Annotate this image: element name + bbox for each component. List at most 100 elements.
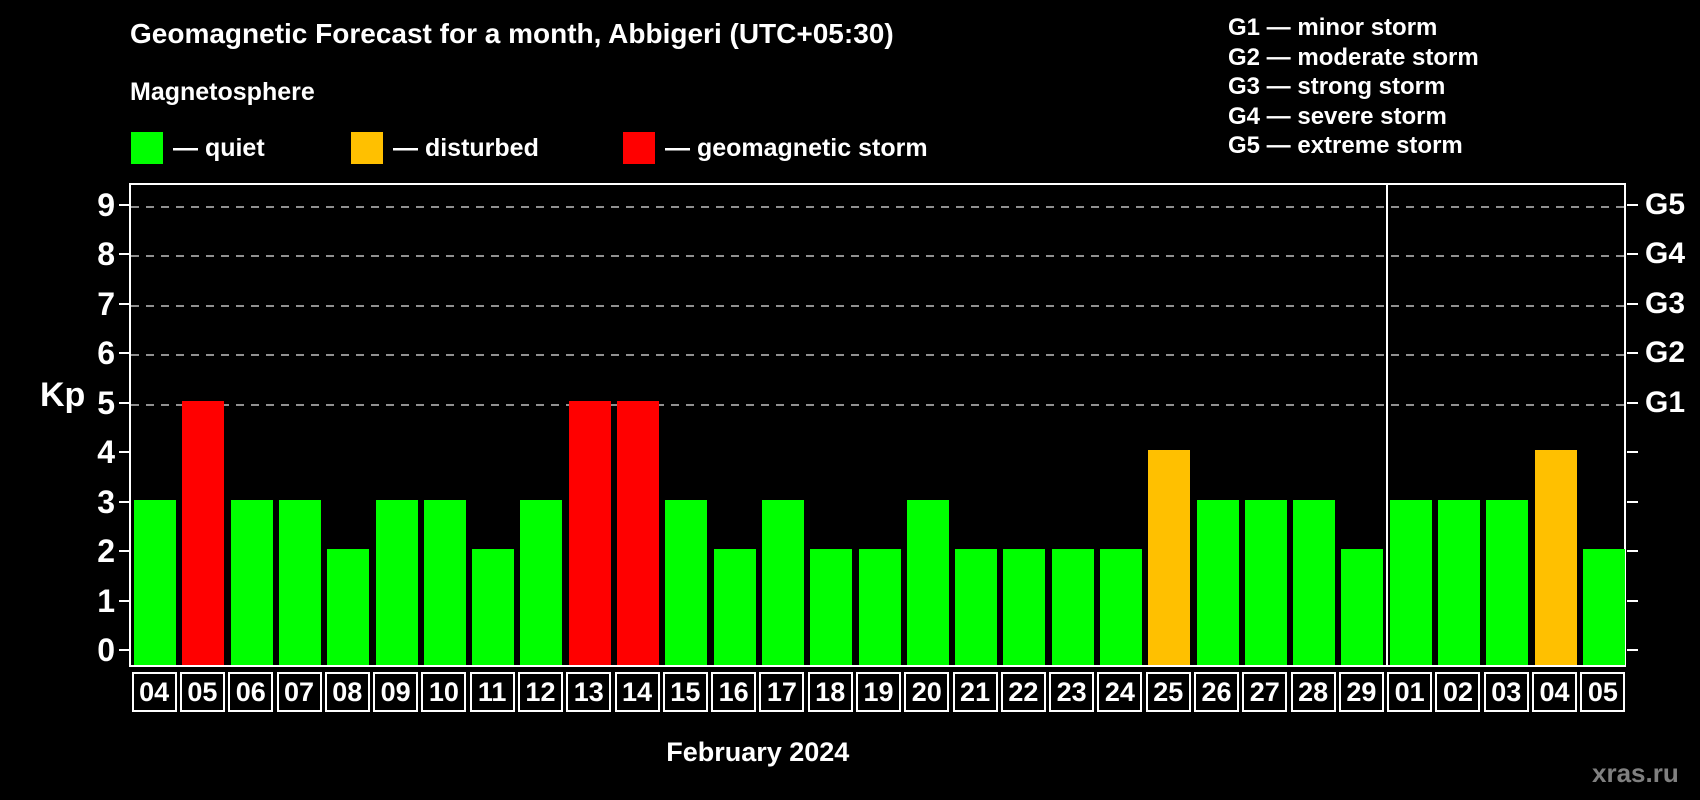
storm-scale-line-1: G1 — minor storm bbox=[1228, 14, 1438, 41]
kp-bar bbox=[134, 499, 177, 665]
disturbed-swatch-icon bbox=[351, 132, 383, 164]
right-axis-tick bbox=[1627, 253, 1638, 255]
x-tick-label: 19 bbox=[856, 672, 901, 712]
y-axis-label: Kp bbox=[40, 376, 86, 414]
right-axis-tick bbox=[1627, 649, 1638, 651]
kp-bar bbox=[1099, 549, 1142, 665]
legend-item-disturbed: — disturbed bbox=[351, 130, 539, 166]
x-tick-label: 06 bbox=[228, 672, 274, 712]
y-tick-label: 8 bbox=[97, 236, 115, 272]
y-axis-tick bbox=[119, 451, 130, 453]
y-tick-label: 6 bbox=[97, 335, 115, 371]
right-axis-tick bbox=[1627, 401, 1638, 404]
gridline-kp9 bbox=[131, 205, 1624, 208]
chart-title: Geomagnetic Forecast for a month, Abbige… bbox=[130, 18, 894, 49]
x-tick-label: 22 bbox=[1000, 672, 1046, 712]
g-scale-label-g4: G4 bbox=[1645, 237, 1686, 270]
storm-scale-legend: G1 — minor storm G2 — moderate storm G3 — … bbox=[1228, 13, 1479, 161]
right-axis-tick bbox=[1627, 500, 1638, 503]
x-tick-label: 12 bbox=[517, 672, 563, 712]
kp-bar bbox=[1582, 549, 1625, 665]
right-axis-tick bbox=[1627, 302, 1638, 305]
kp-bar bbox=[858, 549, 901, 665]
g-scale-label-g2: G2 bbox=[1645, 336, 1686, 369]
kp-bar bbox=[761, 499, 804, 665]
x-axis-month-label: February 2024 bbox=[666, 737, 850, 767]
x-tick-label: 01 bbox=[1387, 672, 1433, 712]
x-tick-label: 11 bbox=[469, 672, 515, 712]
right-axis-tick bbox=[1627, 550, 1638, 552]
x-tick-label: 29 bbox=[1338, 672, 1384, 712]
x-tick-label: 17 bbox=[759, 672, 805, 712]
quiet-swatch-icon bbox=[131, 132, 163, 164]
gridline-kp8 bbox=[131, 255, 1624, 257]
x-tick-label: 26 bbox=[1194, 672, 1240, 712]
legend-item-quiet: — quiet bbox=[131, 130, 265, 166]
right-axis-tick bbox=[1627, 352, 1638, 354]
storm-swatch-icon bbox=[623, 132, 655, 164]
kp-bar bbox=[1534, 450, 1577, 665]
y-axis-tick bbox=[119, 253, 130, 255]
right-axis-tick bbox=[1627, 599, 1638, 602]
gridline-kp7 bbox=[131, 304, 1624, 307]
kp-bar bbox=[520, 499, 563, 665]
kp-bar bbox=[955, 549, 998, 665]
storm-scale-line-3: G3 — strong storm bbox=[1228, 73, 1446, 100]
kp-bar bbox=[1341, 549, 1384, 665]
kp-bar bbox=[665, 499, 708, 665]
kp-bar bbox=[1437, 499, 1480, 665]
y-axis-tick bbox=[119, 302, 130, 305]
y-axis-tick bbox=[119, 599, 130, 602]
kp-bar bbox=[1148, 450, 1191, 665]
legend-label-disturbed: — disturbed bbox=[393, 133, 539, 162]
x-tick-label: 04 bbox=[131, 672, 177, 712]
legend-label-quiet: — quiet bbox=[173, 133, 265, 162]
y-tick-label: 4 bbox=[97, 434, 115, 470]
x-tick-label: 25 bbox=[1145, 672, 1191, 712]
x-tick-label: 05 bbox=[179, 672, 225, 712]
x-tick-label: 23 bbox=[1049, 672, 1095, 712]
y-tick-label: 9 bbox=[97, 186, 115, 223]
y-tick-label: 5 bbox=[97, 384, 115, 421]
kp-bar bbox=[423, 499, 466, 665]
y-tick-label: 2 bbox=[97, 533, 115, 569]
gridline-kp6 bbox=[131, 354, 1624, 356]
x-tick-label: 04 bbox=[1532, 672, 1578, 712]
y-axis-tick bbox=[119, 649, 130, 651]
x-tick-label: 24 bbox=[1097, 672, 1143, 712]
x-tick-label: 07 bbox=[276, 672, 322, 712]
y-tick-label: 1 bbox=[97, 582, 115, 619]
storm-scale-line-4: G4 — severe storm bbox=[1228, 102, 1447, 130]
x-tick-label: 15 bbox=[662, 672, 708, 712]
kp-bar bbox=[375, 499, 418, 665]
x-tick-label: 13 bbox=[566, 672, 612, 712]
y-tick-label: 0 bbox=[97, 632, 115, 668]
x-tick-label: 28 bbox=[1290, 672, 1336, 712]
storm-scale-line-2: G2 — moderate storm bbox=[1228, 43, 1479, 71]
kp-bar bbox=[713, 549, 756, 665]
month-separator-line bbox=[1385, 185, 1388, 665]
right-axis-tick bbox=[1627, 203, 1638, 206]
magnetosphere-legend-title: Magnetosphere bbox=[130, 78, 315, 106]
kp-bar bbox=[279, 499, 322, 665]
storm-scale-line-5: G5 — extreme storm bbox=[1228, 132, 1463, 159]
x-tick-label: 18 bbox=[807, 672, 853, 712]
kp-bar bbox=[1003, 549, 1046, 665]
x-tick-label: 05 bbox=[1580, 672, 1626, 712]
y-axis-tick bbox=[119, 352, 130, 354]
legend-label-storm: — geomagnetic storm bbox=[665, 133, 928, 162]
kp-bar bbox=[182, 400, 225, 665]
x-tick-label: 02 bbox=[1435, 672, 1481, 712]
x-tick-label: 10 bbox=[421, 672, 467, 712]
kp-bar bbox=[327, 549, 370, 665]
legend-item-storm: — geomagnetic storm bbox=[623, 130, 928, 166]
kp-bar bbox=[1486, 499, 1529, 665]
g-scale-label-g3: G3 bbox=[1645, 286, 1686, 320]
watermark: xras.ru bbox=[1592, 758, 1679, 788]
plot-area bbox=[129, 183, 1626, 667]
kp-bar bbox=[810, 549, 853, 665]
y-axis-tick bbox=[119, 401, 130, 404]
g-scale-label-g5: G5 bbox=[1645, 187, 1686, 221]
x-tick-label: 16 bbox=[711, 672, 757, 712]
